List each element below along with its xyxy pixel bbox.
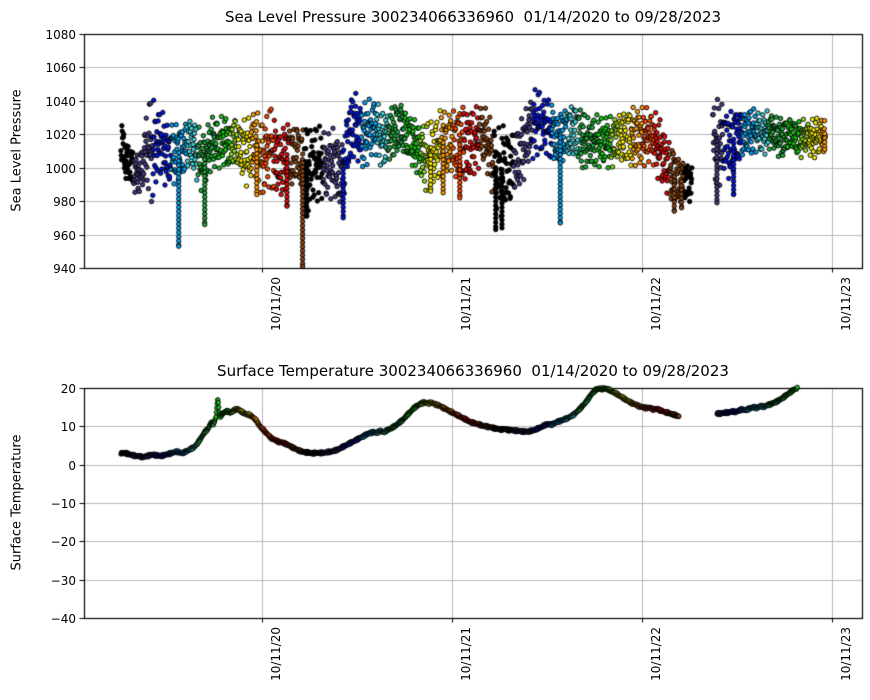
y-tick-label: −20 — [50, 534, 76, 549]
y-tick-label: 1080 — [45, 27, 76, 42]
y-tick-label: 1060 — [45, 60, 76, 75]
y-tick-label: 10 — [60, 419, 76, 434]
x-tick-label: 10/11/21 — [458, 627, 473, 681]
y-tick-label: 940 — [53, 261, 76, 276]
sst-ylabel: Surface Temperature — [9, 434, 25, 571]
y-tick-label: 20 — [60, 381, 76, 396]
x-tick-label: 10/11/20 — [268, 627, 283, 681]
x-tick-label: 10/11/22 — [648, 627, 663, 681]
y-tick-label: 0 — [68, 458, 76, 473]
x-tick-label: 10/11/21 — [458, 277, 473, 331]
x-tick-label: 10/11/20 — [268, 277, 283, 331]
x-tick-label: 10/11/23 — [838, 277, 853, 331]
y-tick-label: −10 — [50, 496, 76, 511]
y-tick-label: 980 — [53, 194, 76, 209]
x-tick-label: 10/11/23 — [838, 627, 853, 681]
y-tick-label: 1020 — [45, 127, 76, 142]
slp-ylabel: Sea Level Pressure — [9, 89, 25, 212]
y-tick-label: 1040 — [45, 94, 76, 109]
y-tick-label: −30 — [50, 573, 76, 588]
y-tick-label: 1000 — [45, 161, 76, 176]
y-tick-label: 960 — [53, 228, 76, 243]
x-tick-label: 10/11/22 — [648, 277, 663, 331]
y-tick-label: −40 — [50, 611, 76, 626]
sst-title: Surface Temperature 300234066336960 01/1… — [217, 362, 729, 380]
slp-title: Sea Level Pressure 300234066336960 01/14… — [224, 8, 722, 26]
